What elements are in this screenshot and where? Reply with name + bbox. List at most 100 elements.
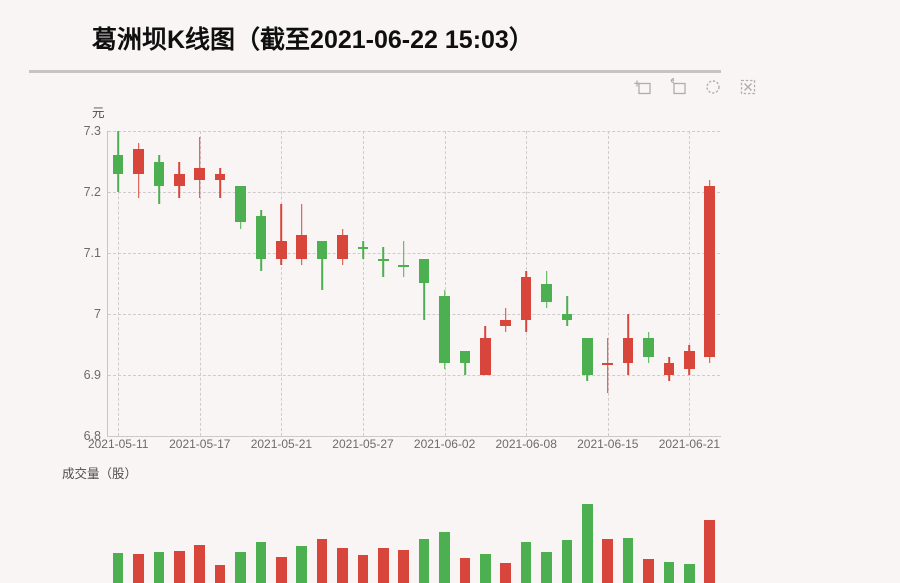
- candlestick-wick: [464, 350, 466, 375]
- brush-clear-icon[interactable]: [739, 78, 757, 96]
- y-gridline: [108, 253, 720, 254]
- candlestick[interactable]: [235, 131, 246, 436]
- candlestick-body: [459, 350, 471, 363]
- volume-bar[interactable]: [418, 538, 430, 583]
- candlestick[interactable]: [561, 131, 573, 436]
- y-axis-line: [107, 131, 108, 437]
- candlestick[interactable]: [602, 131, 614, 436]
- volume-bar[interactable]: [561, 539, 573, 583]
- y-axis-tick-label: 7.1: [83, 246, 101, 260]
- volume-bar[interactable]: [582, 504, 593, 583]
- volume-bar[interactable]: [153, 551, 165, 583]
- candlestick[interactable]: [582, 131, 593, 436]
- candlestick[interactable]: [276, 131, 287, 436]
- candlestick-body: [561, 314, 573, 321]
- candlestick-body: [398, 265, 410, 267]
- candlestick-body: [316, 240, 328, 260]
- volume-bar[interactable]: [643, 558, 654, 583]
- x-axis-tick-label: 2021-06-21: [658, 437, 721, 451]
- volume-bar[interactable]: [520, 541, 532, 583]
- y-axis-tick-label: 6.9: [83, 368, 101, 382]
- candlestick[interactable]: [337, 131, 348, 436]
- volume-bar[interactable]: [214, 564, 226, 583]
- candlestick[interactable]: [439, 131, 450, 436]
- volume-bar[interactable]: [622, 537, 634, 583]
- y-gridline: [108, 192, 720, 193]
- volume-bar[interactable]: [276, 556, 287, 583]
- candlestick-body: [480, 338, 491, 375]
- volume-bar[interactable]: [296, 545, 308, 583]
- candlestick[interactable]: [316, 131, 328, 436]
- candlestick-body: [541, 283, 552, 302]
- candlestick[interactable]: [541, 131, 552, 436]
- candlestick[interactable]: [459, 131, 471, 436]
- candlestick[interactable]: [500, 131, 512, 436]
- candlestick[interactable]: [520, 131, 532, 436]
- candlestick[interactable]: [174, 131, 185, 436]
- data-zoom-icon[interactable]: [634, 78, 652, 96]
- candlestick-wick: [423, 259, 425, 321]
- volume-bar[interactable]: [194, 544, 206, 583]
- volume-bar[interactable]: [663, 561, 675, 583]
- candlestick-body: [378, 259, 389, 261]
- price-plot-area: 6.8 6.9 7 7.1 7.2 7.3: [84, 124, 720, 443]
- candlestick[interactable]: [194, 131, 206, 436]
- volume-bar[interactable]: [357, 554, 369, 583]
- candlestick-body: [602, 362, 614, 365]
- candlestick-body: [214, 173, 226, 180]
- candlestick-body: [235, 185, 246, 223]
- candlestick[interactable]: [684, 131, 695, 436]
- volume-bar[interactable]: [235, 551, 246, 583]
- candlestick[interactable]: [398, 131, 410, 436]
- candlestick[interactable]: [255, 131, 267, 436]
- volume-bar[interactable]: [133, 553, 144, 583]
- x-gridline: [363, 131, 364, 436]
- volume-bar[interactable]: [378, 547, 389, 583]
- candlestick-body: [276, 240, 287, 260]
- candlestick[interactable]: [418, 131, 430, 436]
- volume-bar[interactable]: [541, 551, 552, 583]
- candlestick[interactable]: [296, 131, 308, 436]
- candlestick-body: [439, 295, 450, 363]
- volume-bar[interactable]: [500, 562, 512, 583]
- candlestick[interactable]: [357, 131, 369, 436]
- candlestick[interactable]: [153, 131, 165, 436]
- candlestick-body: [255, 216, 267, 260]
- candlestick-wick: [606, 338, 609, 394]
- volume-bar[interactable]: [255, 541, 267, 583]
- candlestick-body: [684, 350, 695, 369]
- volume-bar[interactable]: [602, 538, 614, 583]
- candlestick-wick: [219, 167, 221, 199]
- candlestick[interactable]: [663, 131, 675, 436]
- volume-bar[interactable]: [112, 552, 124, 583]
- volume-bar[interactable]: [316, 538, 328, 583]
- candlestick[interactable]: [133, 131, 144, 436]
- candlestick-body: [418, 259, 430, 284]
- candlestick[interactable]: [112, 131, 124, 436]
- candlestick-body: [296, 234, 308, 260]
- candlestick[interactable]: [214, 131, 226, 436]
- y-gridline: [108, 375, 720, 376]
- candlestick[interactable]: [480, 131, 491, 436]
- candlestick-body: [194, 167, 206, 180]
- volume-bar[interactable]: [480, 553, 491, 583]
- candlestick[interactable]: [378, 131, 389, 436]
- restore-icon[interactable]: [704, 78, 722, 96]
- y-axis-tick-label: 6.8: [83, 429, 101, 443]
- volume-bar[interactable]: [684, 563, 695, 583]
- candlestick[interactable]: [643, 131, 654, 436]
- x-gridline: [689, 131, 691, 436]
- candlestick[interactable]: [704, 131, 716, 436]
- candlestick-body: [337, 234, 348, 260]
- volume-bar[interactable]: [398, 549, 410, 583]
- volume-bar[interactable]: [439, 531, 450, 583]
- x-axis-tick-label: 2021-05-17: [169, 437, 231, 451]
- candlestick[interactable]: [622, 131, 634, 436]
- candlestick-body: [622, 338, 634, 363]
- volume-bar[interactable]: [704, 520, 716, 583]
- x-axis-tick-label: 2021-06-08: [495, 437, 557, 451]
- volume-bar[interactable]: [174, 550, 185, 583]
- data-zoom-reset-icon[interactable]: [669, 78, 687, 96]
- volume-bar[interactable]: [459, 557, 471, 583]
- volume-bar[interactable]: [337, 547, 348, 583]
